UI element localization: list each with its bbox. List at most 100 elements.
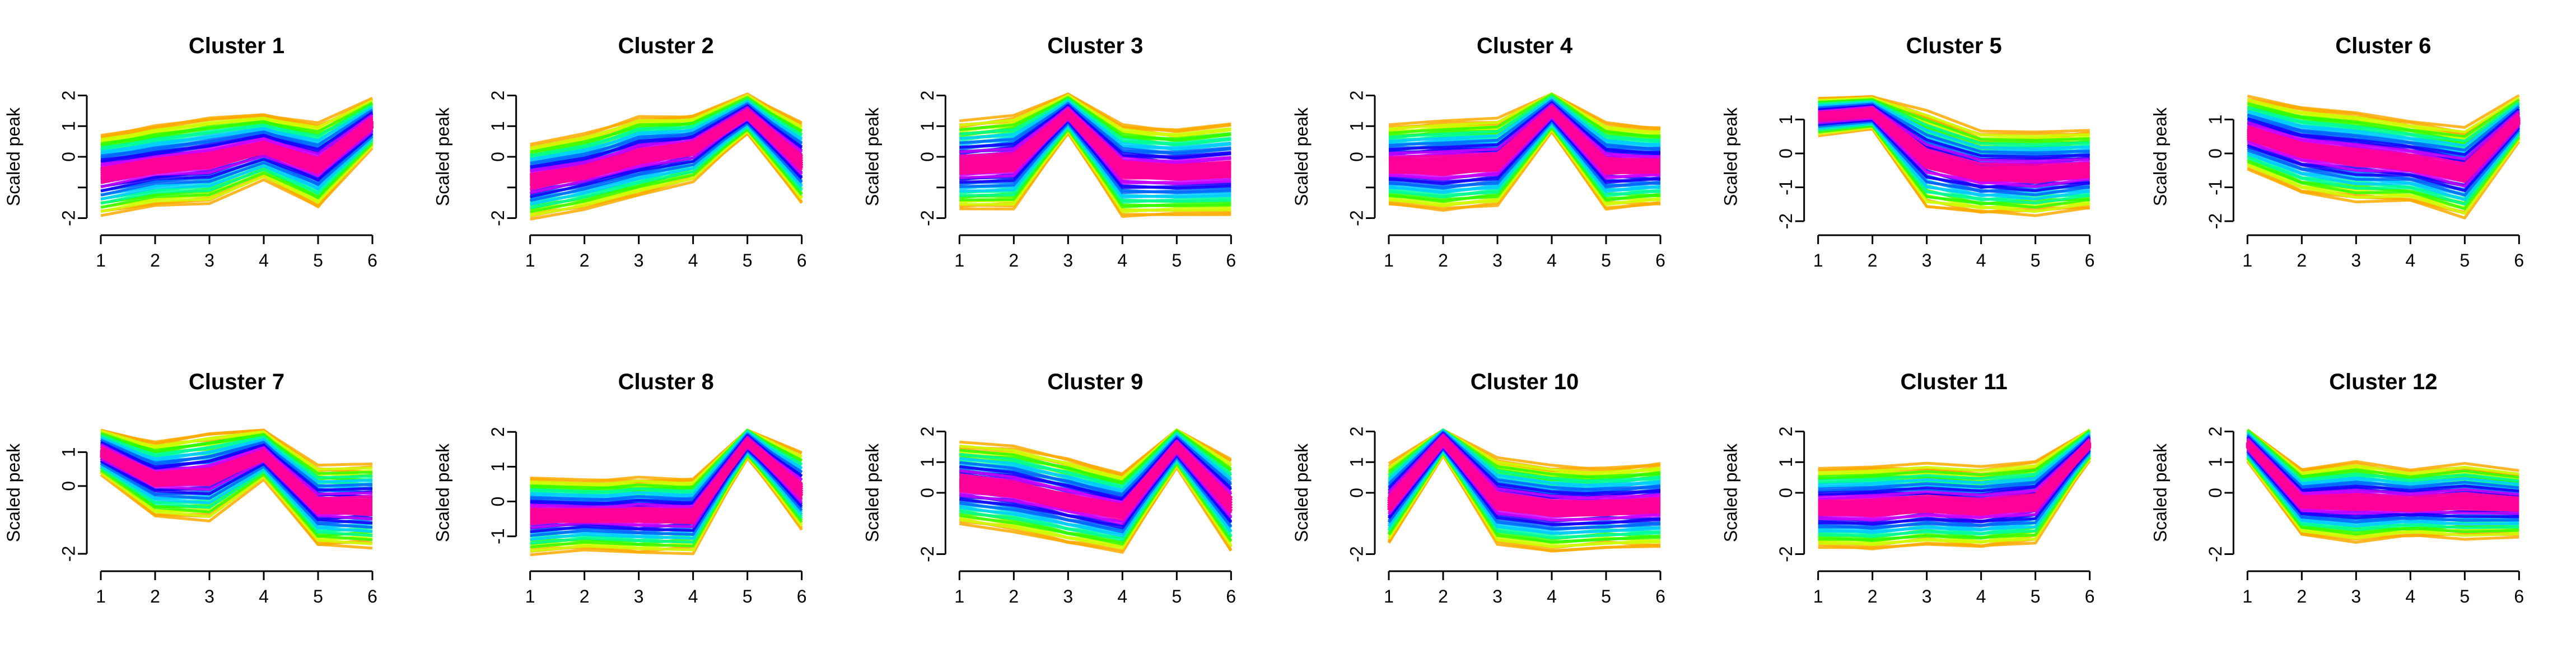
x-tick-label: 5 — [1601, 250, 1611, 270]
profile-line — [1388, 92, 1661, 134]
y-tick-label: 1 — [917, 121, 937, 131]
x-tick-label: 4 — [688, 586, 698, 606]
y-tick-label: 1 — [2205, 115, 2225, 125]
x-tick-label: 3 — [1922, 586, 1932, 606]
profile-line-core — [1818, 108, 2090, 171]
profile-line — [2247, 141, 2521, 220]
profile-line-core — [529, 109, 804, 179]
x-tick-label: 3 — [634, 250, 644, 270]
profile-line-core — [1388, 105, 1661, 163]
x-tick-label: 4 — [259, 586, 269, 606]
y-tick-label: 2 — [2205, 427, 2225, 437]
profile-line — [1818, 446, 2091, 526]
profile-lines — [530, 428, 804, 557]
panel-title: Cluster 3 — [1047, 34, 1143, 58]
panel-title: Cluster 8 — [618, 370, 714, 394]
y-tick-label: 1 — [1776, 457, 1796, 467]
y-tick-label: 1 — [58, 121, 78, 131]
x-tick-label: 1 — [525, 250, 535, 270]
panel-title: Cluster 1 — [189, 34, 284, 58]
profile-line — [959, 121, 1231, 199]
profile-line — [100, 111, 374, 164]
profile-line — [100, 99, 374, 143]
profile-line — [2246, 440, 2519, 496]
profile-line — [959, 129, 1231, 218]
profile-line — [1818, 430, 2091, 478]
profile-lines — [1388, 92, 1661, 212]
x-tick-label: 3 — [2351, 586, 2361, 606]
x-tick-label: 1 — [954, 250, 964, 270]
profile-line — [100, 101, 374, 147]
profile-line — [2246, 436, 2519, 489]
y-tick-label: -2 — [2205, 213, 2225, 229]
y-axis-label: Scaled peak — [862, 107, 882, 206]
x-tick-label: 1 — [96, 586, 106, 606]
profile-line — [959, 95, 1231, 138]
x-tick-label: 3 — [1063, 250, 1073, 270]
profile-line — [1818, 428, 2090, 470]
profile-line — [100, 147, 374, 217]
y-tick-label: 2 — [917, 91, 937, 101]
profile-line — [2246, 450, 2519, 528]
profile-line — [1388, 93, 1661, 138]
profile-line — [2247, 129, 2521, 197]
x-tick-label: 5 — [1172, 586, 1182, 606]
profile-line — [2247, 138, 2521, 215]
profile-line — [100, 144, 374, 213]
profile-lines — [959, 428, 1233, 554]
profile-line — [2247, 96, 2520, 134]
x-tick-label: 2 — [150, 250, 160, 270]
profile-line — [2246, 454, 2519, 536]
y-tick-label: 0 — [917, 488, 937, 498]
x-tick-label: 6 — [1655, 586, 1665, 606]
profile-lines — [2247, 94, 2521, 220]
profile-line — [1818, 457, 2091, 550]
y-tick-label: 1 — [917, 457, 937, 467]
y-tick-label: -1 — [488, 528, 508, 544]
x-tick-label: 4 — [2405, 250, 2415, 270]
profile-line-core — [2247, 115, 2521, 170]
profile-line — [1388, 99, 1661, 151]
y-axis-label: Scaled peak — [433, 107, 453, 206]
profile-line — [100, 466, 373, 538]
profile-line — [100, 109, 374, 160]
profile-line — [1818, 455, 2091, 547]
profile-line — [2246, 433, 2519, 482]
profile-line — [2247, 103, 2520, 147]
x-tick-label: 5 — [1601, 586, 1611, 606]
profile-line — [100, 434, 373, 475]
x-tick-label: 6 — [367, 250, 377, 270]
x-tick-label: 2 — [1868, 586, 1878, 606]
x-tick-label: 3 — [1492, 586, 1502, 606]
x-tick-label: 4 — [1976, 586, 1986, 606]
profile-line — [100, 142, 374, 209]
x-tick-label: 2 — [1868, 250, 1878, 270]
y-tick-label: 1 — [1346, 121, 1366, 131]
profile-line — [959, 123, 1231, 204]
x-tick-label: 2 — [580, 586, 590, 606]
y-tick-label: 0 — [58, 152, 78, 162]
y-tick-label: 2 — [58, 91, 78, 101]
profile-line — [959, 105, 1231, 160]
profile-line — [100, 135, 374, 197]
cluster-panel-4: Cluster 4 Scaled peak 1 2 3 4 5 6 -2 0 1 2 — [1291, 34, 1665, 270]
x-tick-label: 6 — [2085, 586, 2095, 606]
profile-line — [2247, 136, 2521, 211]
cluster-panel-8: Cluster 8 Scaled peak 1 2 3 4 5 6 -1 0 1 2 — [433, 370, 807, 606]
y-axis-label: Scaled peak — [1291, 443, 1312, 542]
x-tick-label: 1 — [2242, 250, 2252, 270]
x-tick-label: 3 — [2351, 250, 2361, 270]
x-tick-label: 3 — [204, 586, 214, 606]
panel-title: Cluster 9 — [1047, 370, 1143, 394]
profile-line — [100, 460, 373, 525]
y-tick-label: -2 — [1776, 546, 1796, 562]
profile-line-core — [959, 441, 1233, 508]
x-tick-label: 3 — [204, 250, 214, 270]
profile-line — [1818, 428, 2091, 474]
y-axis-label: Scaled peak — [862, 443, 882, 542]
y-tick-label: 0 — [1346, 488, 1366, 498]
profile-line — [100, 445, 373, 492]
profile-line — [100, 462, 373, 529]
x-tick-label: 3 — [1063, 586, 1073, 606]
